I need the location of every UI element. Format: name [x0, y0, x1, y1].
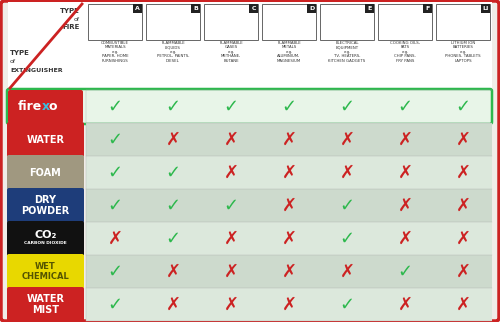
- Text: ✓: ✓: [108, 196, 122, 214]
- Text: ✗: ✗: [282, 130, 296, 148]
- FancyBboxPatch shape: [436, 4, 490, 40]
- Text: A: A: [135, 6, 140, 11]
- FancyBboxPatch shape: [378, 4, 432, 40]
- Text: ✗: ✗: [398, 230, 412, 248]
- FancyBboxPatch shape: [365, 4, 374, 13]
- FancyBboxPatch shape: [423, 4, 432, 13]
- FancyBboxPatch shape: [7, 287, 84, 322]
- Text: ✗: ✗: [340, 130, 354, 148]
- Text: ✓: ✓: [224, 98, 238, 116]
- Text: ✓: ✓: [340, 296, 354, 314]
- Text: ✓: ✓: [166, 230, 180, 248]
- Text: LI: LI: [482, 6, 488, 11]
- Text: B: B: [193, 6, 198, 11]
- Text: ✗: ✗: [282, 262, 296, 280]
- Text: WATER: WATER: [26, 135, 64, 145]
- Text: ✓: ✓: [108, 98, 122, 116]
- FancyBboxPatch shape: [7, 89, 492, 124]
- Text: of: of: [10, 59, 16, 64]
- FancyBboxPatch shape: [86, 189, 492, 222]
- FancyBboxPatch shape: [86, 123, 492, 156]
- Text: ✗: ✗: [398, 164, 412, 182]
- Text: ✗: ✗: [224, 262, 238, 280]
- Text: ✗: ✗: [282, 296, 296, 314]
- Text: of: of: [74, 17, 80, 22]
- FancyBboxPatch shape: [86, 156, 492, 189]
- Text: ✗: ✗: [224, 230, 238, 248]
- FancyBboxPatch shape: [86, 288, 492, 321]
- Text: ✓: ✓: [340, 230, 354, 248]
- FancyBboxPatch shape: [88, 4, 142, 40]
- Text: ✗: ✗: [456, 196, 470, 214]
- Text: FLAMMABLE
METALS
e.g.
ALUMINIUM,
MAGNESIUM: FLAMMABLE METALS e.g. ALUMINIUM, MAGNESI…: [277, 41, 301, 63]
- Text: COOKING OILS,
FATS
e.g.
CHIP PANS,
FRY PANS: COOKING OILS, FATS e.g. CHIP PANS, FRY P…: [390, 41, 420, 63]
- Text: ✗: ✗: [108, 230, 122, 248]
- Text: ✓: ✓: [166, 196, 180, 214]
- Text: ✓: ✓: [340, 196, 354, 214]
- Text: EXTINGUISHER: EXTINGUISHER: [10, 68, 62, 73]
- FancyBboxPatch shape: [146, 4, 200, 40]
- Text: ✗: ✗: [340, 262, 354, 280]
- Text: ✓: ✓: [108, 164, 122, 182]
- Text: FOAM: FOAM: [30, 167, 62, 177]
- Text: ✗: ✗: [456, 296, 470, 314]
- Text: o: o: [48, 100, 57, 113]
- FancyBboxPatch shape: [262, 4, 316, 40]
- Text: ✓: ✓: [398, 98, 412, 116]
- Text: C: C: [252, 6, 256, 11]
- Text: COMBUSTIBLE
MATERIALS
e.g.
PAPER, HOME
FURNISHINGS: COMBUSTIBLE MATERIALS e.g. PAPER, HOME F…: [101, 41, 129, 63]
- FancyBboxPatch shape: [7, 155, 84, 190]
- Text: ✗: ✗: [282, 196, 296, 214]
- Text: ✗: ✗: [224, 296, 238, 314]
- Text: ELECTRICAL
EQUIPMENT
e.g.
TV, HEATERS,
KITCHEN GADGETS: ELECTRICAL EQUIPMENT e.g. TV, HEATERS, K…: [328, 41, 366, 63]
- Text: x: x: [42, 100, 50, 113]
- Text: CARBON DIOXIDE: CARBON DIOXIDE: [24, 242, 67, 245]
- Text: DRY
POWDER: DRY POWDER: [22, 195, 70, 216]
- FancyBboxPatch shape: [320, 4, 374, 40]
- Text: ✗: ✗: [282, 164, 296, 182]
- FancyBboxPatch shape: [7, 188, 84, 223]
- FancyBboxPatch shape: [249, 4, 258, 13]
- FancyBboxPatch shape: [8, 2, 492, 90]
- FancyBboxPatch shape: [8, 90, 83, 123]
- FancyBboxPatch shape: [204, 4, 258, 40]
- Text: ✗: ✗: [166, 262, 180, 280]
- FancyBboxPatch shape: [86, 222, 492, 255]
- Text: ✗: ✗: [398, 130, 412, 148]
- Text: ✗: ✗: [456, 230, 470, 248]
- Text: ✗: ✗: [398, 196, 412, 214]
- FancyBboxPatch shape: [133, 4, 142, 13]
- Text: ✓: ✓: [108, 130, 122, 148]
- FancyBboxPatch shape: [7, 221, 84, 256]
- Text: ✗: ✗: [224, 164, 238, 182]
- FancyBboxPatch shape: [481, 4, 490, 13]
- Text: ✗: ✗: [166, 296, 180, 314]
- Text: ✓: ✓: [224, 196, 238, 214]
- Text: fire: fire: [17, 100, 42, 113]
- Text: WET
CHEMICAL: WET CHEMICAL: [22, 262, 70, 281]
- Text: TYPE: TYPE: [10, 50, 30, 56]
- Text: ✓: ✓: [456, 98, 470, 116]
- Text: FLAMMABLE
LIQUIDS
e.g.
PETROL, PAINTS,
DIESEL: FLAMMABLE LIQUIDS e.g. PETROL, PAINTS, D…: [157, 41, 189, 63]
- Text: TYPE: TYPE: [60, 8, 80, 14]
- Text: E: E: [368, 6, 372, 11]
- FancyBboxPatch shape: [7, 254, 84, 289]
- Text: FLAMMABLE
GASES
e.g.
METHANE,
BUTANE: FLAMMABLE GASES e.g. METHANE, BUTANE: [219, 41, 243, 63]
- Text: D: D: [309, 6, 314, 11]
- Text: ✓: ✓: [108, 262, 122, 280]
- Text: LITHIUM ION
BATTERIES
e.g.
PHONES, TABLETS
LAPTOPS: LITHIUM ION BATTERIES e.g. PHONES, TABLE…: [445, 41, 481, 63]
- Text: WATER
MIST: WATER MIST: [26, 294, 64, 315]
- Text: ✗: ✗: [398, 296, 412, 314]
- Text: ✗: ✗: [340, 164, 354, 182]
- Text: ✗: ✗: [456, 164, 470, 182]
- FancyBboxPatch shape: [7, 122, 84, 157]
- FancyBboxPatch shape: [191, 4, 200, 13]
- Text: ✗: ✗: [224, 130, 238, 148]
- Text: F: F: [426, 6, 430, 11]
- FancyBboxPatch shape: [307, 4, 316, 13]
- Text: ✓: ✓: [108, 296, 122, 314]
- Text: ✓: ✓: [398, 262, 412, 280]
- Text: FIRE: FIRE: [62, 24, 80, 30]
- FancyBboxPatch shape: [86, 255, 492, 288]
